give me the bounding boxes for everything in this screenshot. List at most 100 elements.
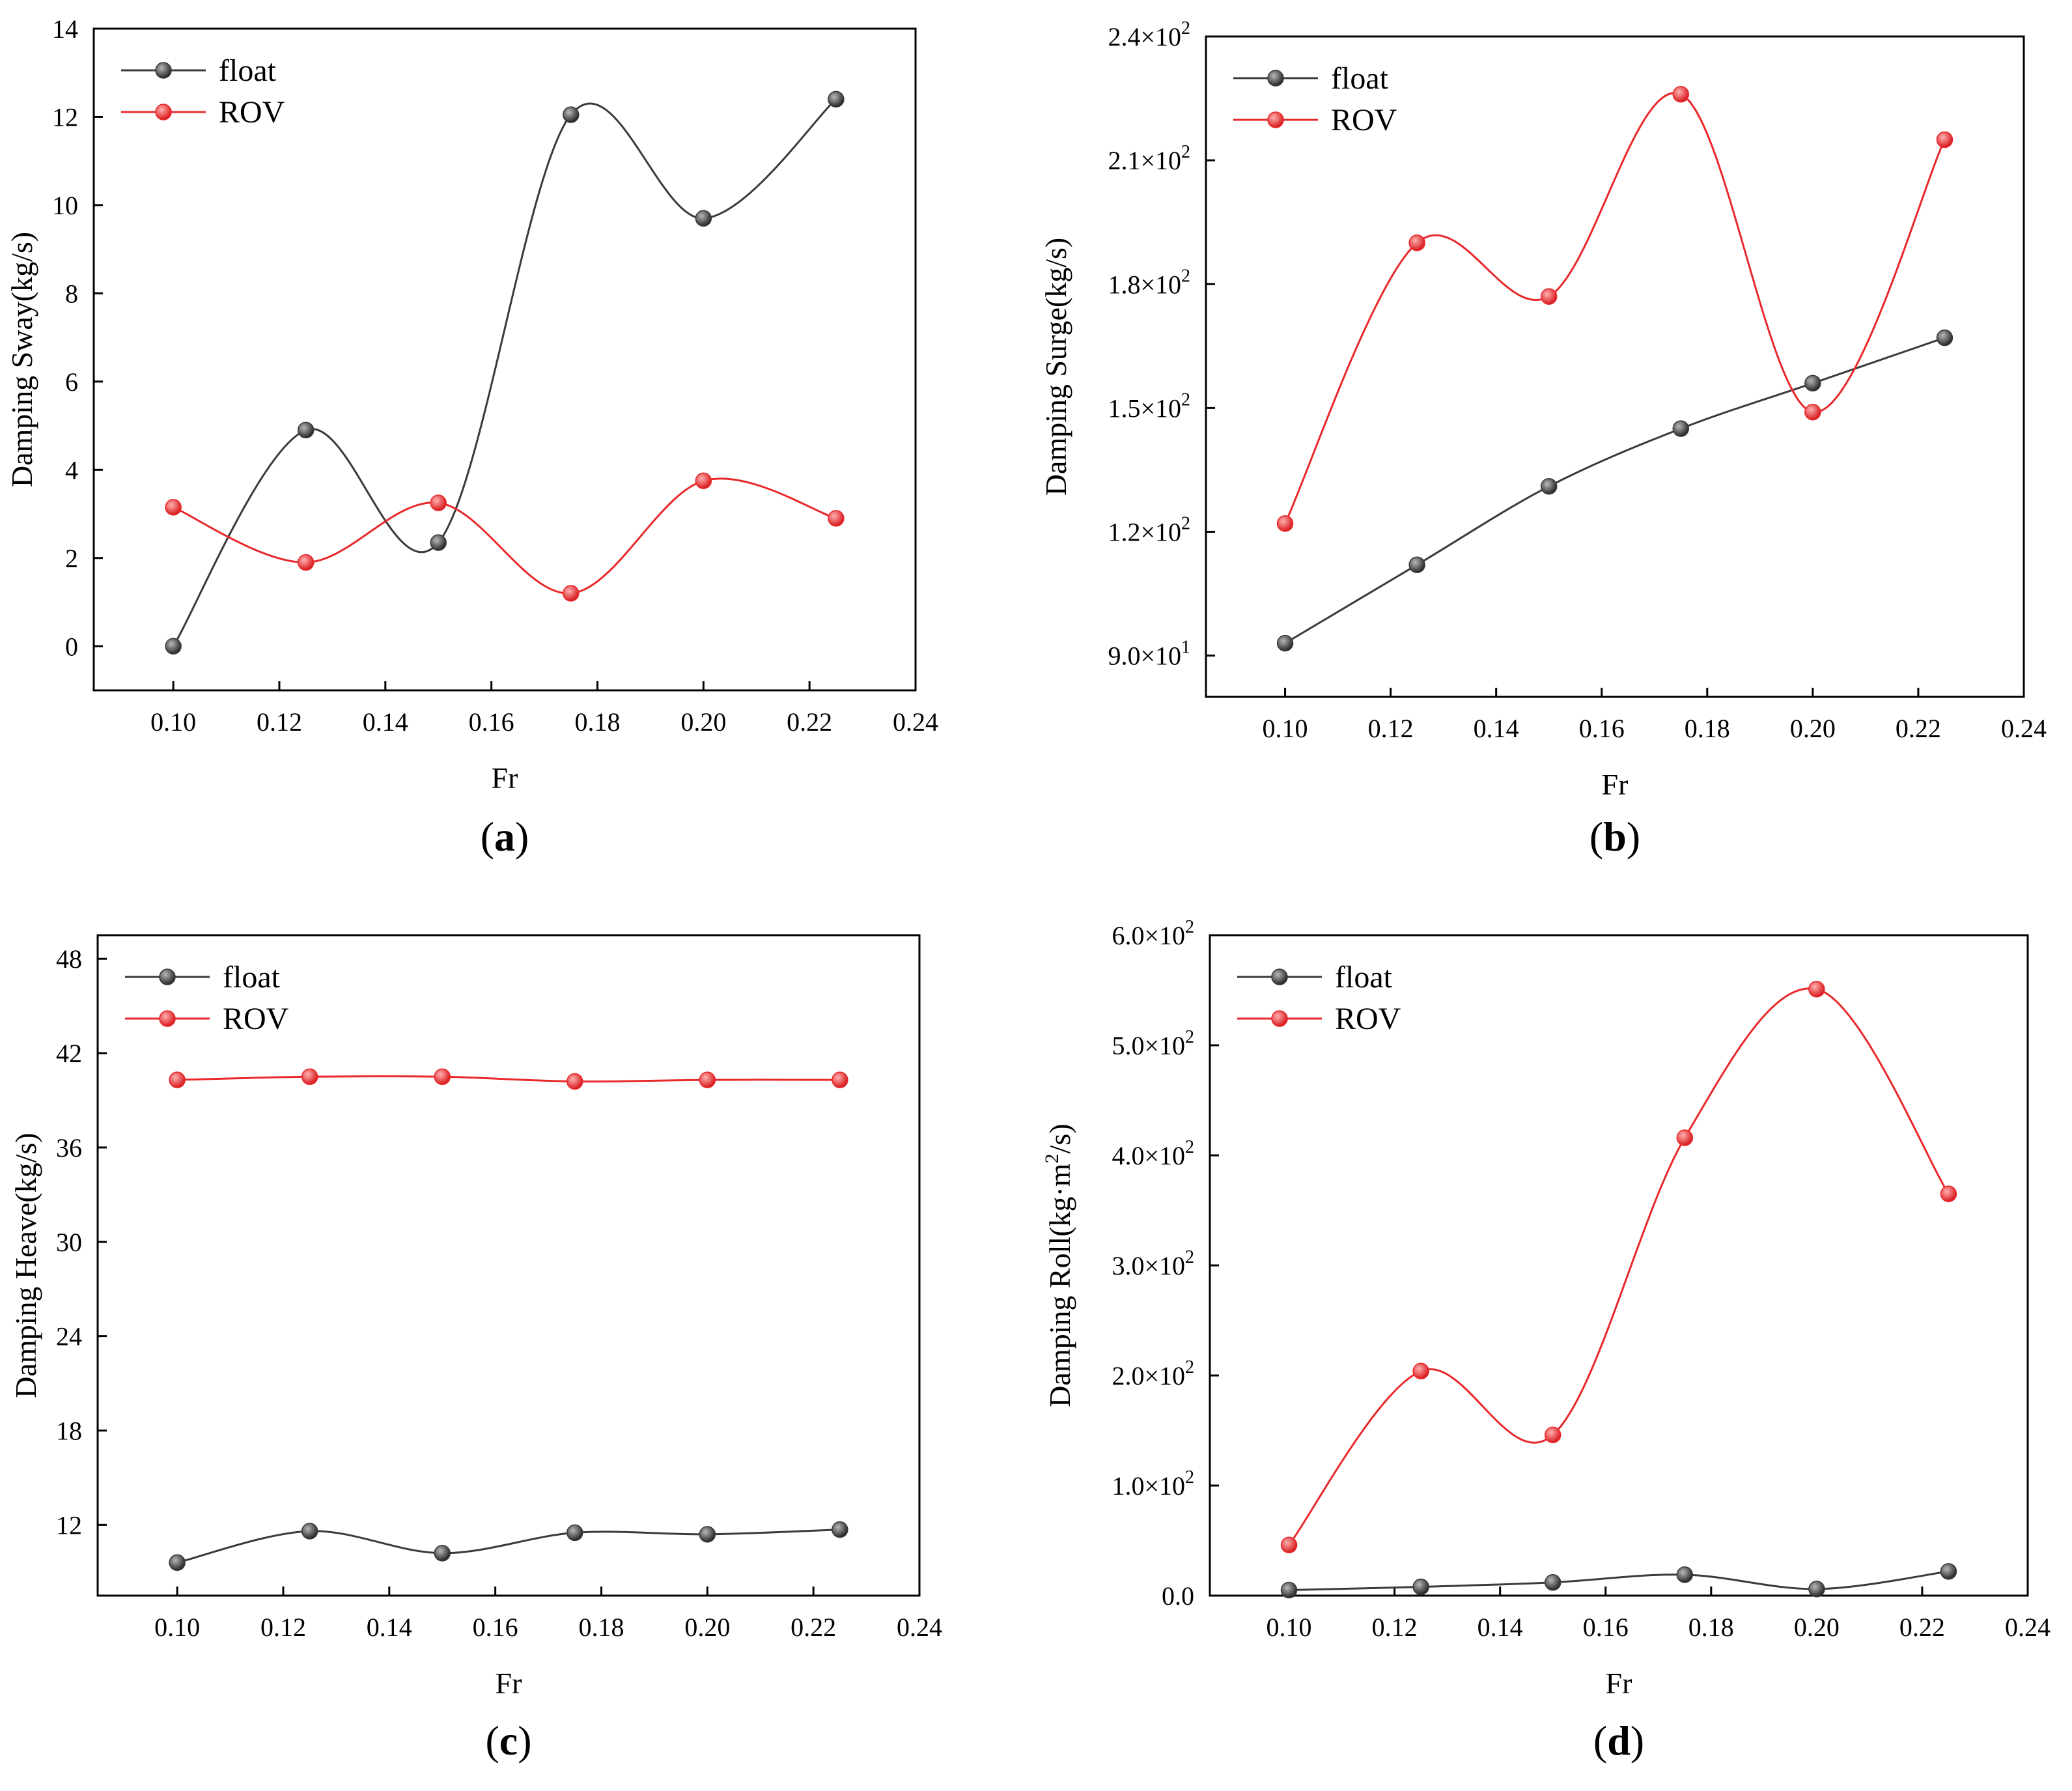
tick-times: ×10 bbox=[1144, 1251, 1185, 1280]
data-point-float bbox=[695, 210, 712, 227]
y-tick-label: 42 bbox=[56, 1039, 82, 1068]
x-tick-label: 0.22 bbox=[787, 707, 832, 737]
x-tick-label: 0.20 bbox=[684, 1613, 730, 1642]
caption-paren: ( bbox=[1593, 1717, 1607, 1764]
caption-letter: b bbox=[1603, 813, 1627, 860]
y-tick-label: 1.0×102 bbox=[1112, 1467, 1194, 1501]
legend-label-float: float bbox=[223, 960, 281, 994]
tick-mantissa: 2.4 bbox=[1108, 22, 1140, 51]
chart-panel-b: 0.10 0.12 0.14 0.16 0.18 0.20 0.22 0.249.0×1011… bbox=[1039, 18, 2047, 860]
series-line-rov bbox=[177, 1075, 840, 1083]
data-point-rov bbox=[699, 1071, 716, 1088]
y-tick-label: 1.2×102 bbox=[1108, 514, 1190, 547]
tick-times: ×10 bbox=[1144, 921, 1185, 950]
x-tick-label: 0.24 bbox=[2001, 714, 2047, 743]
caption-letter: a bbox=[494, 813, 515, 860]
panel-caption: (d) bbox=[1593, 1717, 1644, 1764]
tick-exponent: 2 bbox=[1181, 142, 1190, 162]
chart-panel-d: 0.10 0.12 0.14 0.16 0.18 0.20 0.22 0.240.01.0×1… bbox=[1041, 917, 2051, 1764]
y-tick-label: 1.5×102 bbox=[1108, 389, 1190, 423]
data-point-rov bbox=[301, 1068, 318, 1086]
y-tick-label: 2.1×102 bbox=[1108, 142, 1190, 175]
legend-label-float: float bbox=[219, 53, 277, 88]
data-point-float bbox=[563, 106, 580, 123]
data-point-rov bbox=[165, 499, 182, 516]
tick-mantissa: 1.0 bbox=[1112, 1471, 1144, 1501]
data-point-float bbox=[567, 1524, 583, 1542]
panel-caption: (c) bbox=[485, 1717, 531, 1764]
x-tick-label: 0.14 bbox=[367, 1613, 412, 1642]
data-point-float bbox=[1804, 374, 1821, 392]
data-point-rov bbox=[828, 510, 845, 527]
tick-mantissa: 2.1 bbox=[1108, 146, 1140, 175]
data-point-rov bbox=[169, 1071, 186, 1088]
y-tick-label: 0.0 bbox=[1162, 1581, 1194, 1611]
x-tick-label: 0.20 bbox=[680, 707, 726, 737]
tick-mantissa: 1.8 bbox=[1108, 270, 1140, 299]
tick-exponent: 2 bbox=[1181, 514, 1190, 534]
legend-marker-rov bbox=[155, 104, 172, 120]
x-tick-label: 0.12 bbox=[1372, 1613, 1418, 1642]
data-point-rov bbox=[1676, 1129, 1694, 1146]
x-tick-label: 0.22 bbox=[791, 1613, 836, 1642]
x-tick-label: 0.18 bbox=[574, 707, 620, 737]
y-axis-label: Damping Heave(kg/s) bbox=[9, 1133, 42, 1398]
data-point-rov bbox=[297, 554, 315, 571]
legend-label-rov: ROV bbox=[1331, 103, 1397, 137]
y-tick-label: 3.0×102 bbox=[1112, 1247, 1194, 1280]
data-point-rov bbox=[1540, 288, 1558, 305]
tick-times: ×10 bbox=[1140, 393, 1181, 423]
tick-times: ×10 bbox=[1140, 146, 1181, 175]
data-point-rov bbox=[1936, 131, 1953, 148]
tick-exponent: 2 bbox=[1181, 18, 1190, 38]
legend-label-rov: ROV bbox=[1335, 1002, 1401, 1036]
x-tick-label: 0.10 bbox=[150, 707, 196, 737]
x-tick-label: 0.14 bbox=[363, 707, 408, 737]
series-line-rov bbox=[173, 477, 837, 595]
caption-paren: ( bbox=[485, 1717, 499, 1764]
y-axis-label: Damping Sway(kg/s) bbox=[5, 232, 38, 487]
series-line-float bbox=[1284, 337, 1945, 644]
data-point-rov bbox=[434, 1068, 451, 1086]
tick-times: ×10 bbox=[1144, 1141, 1185, 1170]
plot-frame bbox=[1209, 934, 2029, 1597]
x-tick-label: 0.18 bbox=[1688, 1613, 1734, 1642]
caption-paren: ( bbox=[481, 813, 494, 860]
series-line-float bbox=[172, 98, 837, 647]
data-point-rov bbox=[832, 1071, 848, 1088]
data-point-float bbox=[832, 1521, 848, 1538]
panel-caption: (a) bbox=[481, 813, 529, 860]
x-tick-label: 0.16 bbox=[1579, 714, 1625, 743]
chart-panel-c: 0.10 0.12 0.14 0.16 0.18 0.20 0.22 0.24 12 18 24 30… bbox=[9, 934, 942, 1764]
legend-label-rov: ROV bbox=[223, 1002, 289, 1036]
tick-mantissa: 9.0 bbox=[1108, 642, 1140, 671]
series-line-float bbox=[176, 1529, 840, 1564]
data-point-rov bbox=[567, 1073, 583, 1090]
tick-times: ×10 bbox=[1144, 1361, 1185, 1390]
data-point-rov bbox=[1280, 1536, 1298, 1554]
data-point-float bbox=[1408, 556, 1425, 573]
data-point-float bbox=[430, 534, 447, 551]
x-tick-label: 0.18 bbox=[578, 1613, 624, 1642]
data-point-float bbox=[1808, 1581, 1825, 1598]
data-point-float bbox=[169, 1554, 186, 1572]
tick-times: ×10 bbox=[1144, 1471, 1185, 1501]
y-tick-label: 4 bbox=[65, 455, 78, 485]
data-point-float bbox=[1280, 1581, 1298, 1599]
tick-times: ×10 bbox=[1140, 518, 1181, 547]
tick-mantissa: 6.0 bbox=[1112, 921, 1144, 950]
data-point-rov bbox=[1672, 85, 1690, 103]
legend-marker-rov bbox=[1267, 111, 1284, 128]
x-tick-label: 0.24 bbox=[897, 1613, 942, 1642]
tick-exponent: 2 bbox=[1185, 1027, 1194, 1047]
y-tick-label: 30 bbox=[56, 1228, 82, 1257]
y-tick-label: 10 bbox=[52, 191, 78, 220]
data-point-rov bbox=[1804, 403, 1821, 421]
series-line-float bbox=[1289, 1570, 1949, 1592]
legend-marker-float bbox=[159, 968, 176, 985]
tick-mantissa: 1.2 bbox=[1108, 518, 1140, 547]
series-line-rov bbox=[1284, 92, 1946, 524]
tick-mantissa: 5.0 bbox=[1112, 1031, 1144, 1060]
tick-exponent: 2 bbox=[1181, 389, 1190, 410]
data-point-rov bbox=[1808, 981, 1825, 998]
